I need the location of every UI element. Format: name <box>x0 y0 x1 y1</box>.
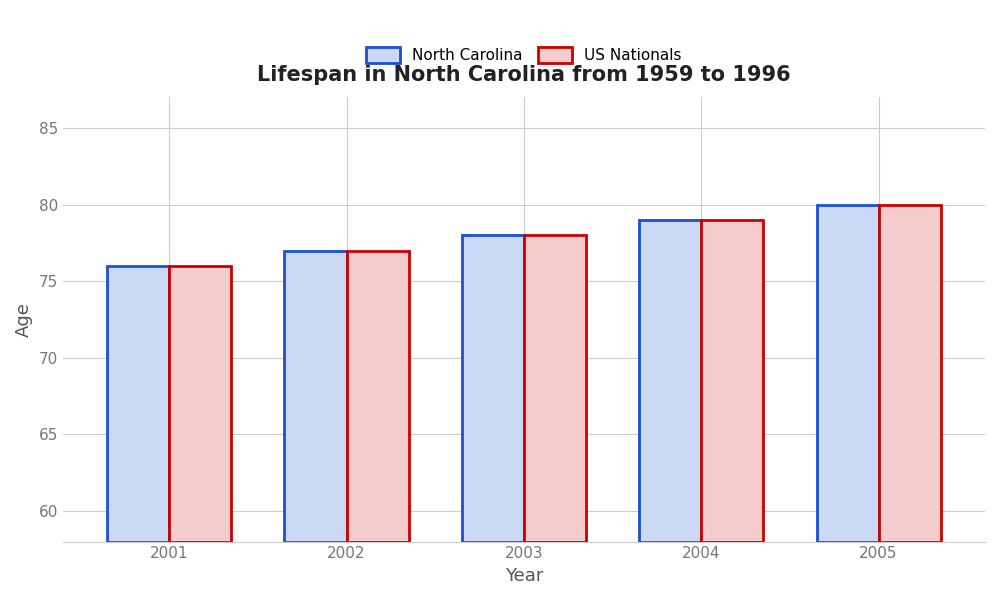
Y-axis label: Age: Age <box>15 302 33 337</box>
Bar <box>462 235 524 542</box>
Bar <box>524 235 586 542</box>
Bar <box>879 205 941 542</box>
Bar <box>639 220 701 542</box>
Title: Lifespan in North Carolina from 1959 to 1996: Lifespan in North Carolina from 1959 to … <box>257 65 791 85</box>
Bar <box>701 220 763 542</box>
Legend: North Carolina, US Nationals: North Carolina, US Nationals <box>366 47 681 64</box>
Bar <box>107 266 169 542</box>
Bar <box>347 251 409 542</box>
Bar <box>817 205 879 542</box>
X-axis label: Year: Year <box>505 567 543 585</box>
Bar <box>284 251 347 542</box>
Bar <box>169 266 231 542</box>
